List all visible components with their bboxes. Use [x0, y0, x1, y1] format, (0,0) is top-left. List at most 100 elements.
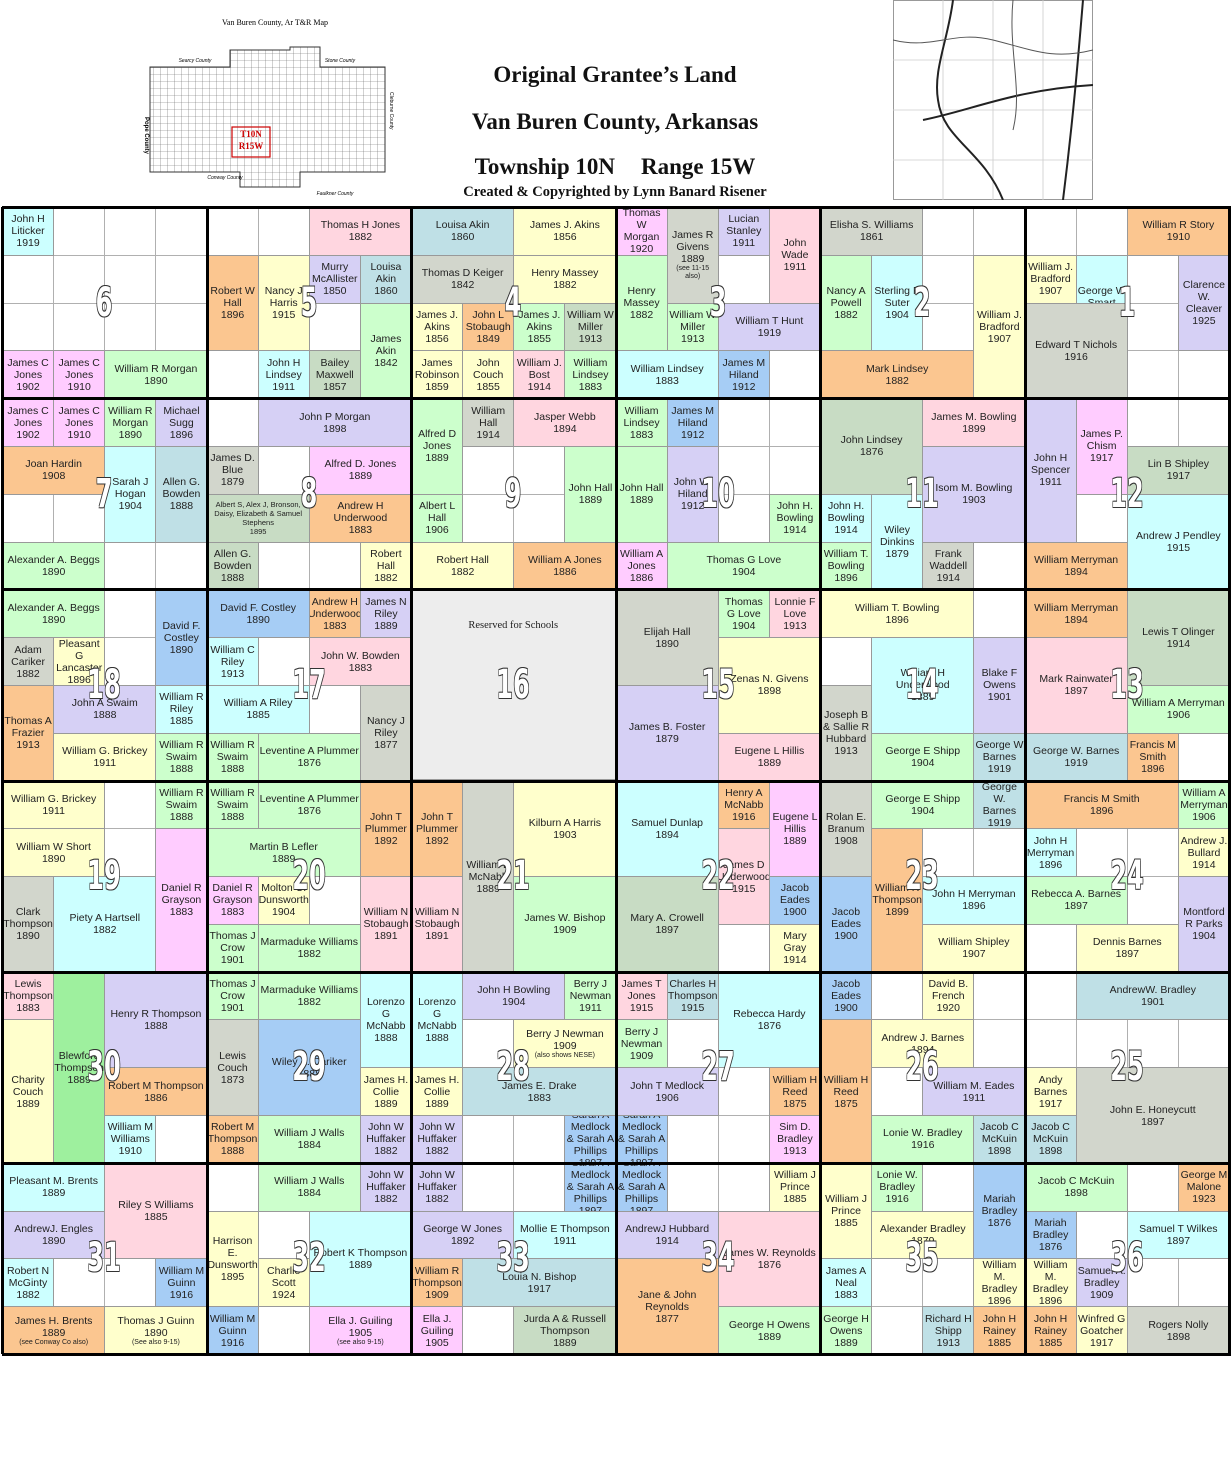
grantee-name: Francis M Smith	[1063, 792, 1140, 805]
parcel: AndrewJ Hubbard 1914	[615, 1210, 719, 1260]
grantee-name: Charlie Scott	[267, 1264, 301, 1289]
grant-year: 1901	[987, 691, 1012, 704]
parcel: Lorenzo G McNabb 1888	[411, 971, 464, 1069]
grant-year: 1914	[936, 571, 960, 584]
grantee-name: George W. Barnes	[981, 780, 1017, 817]
grant-year: 1912	[732, 380, 756, 393]
parcel: John W Huffaker 1882	[411, 1162, 464, 1212]
grantee-name: John H Merryman	[1026, 834, 1075, 859]
section-number: 11	[905, 470, 939, 517]
parcel: Lewis Thompson 1883	[2, 971, 55, 1021]
grant-year: 1910	[67, 380, 91, 393]
grantee-name: Thomas H Jones	[320, 219, 401, 232]
grant-year: 1885	[246, 709, 270, 722]
parcel: David B. French 1920	[922, 971, 975, 1021]
grantee-name: William A Merryman	[1180, 786, 1228, 811]
grant-year: 1842	[450, 279, 475, 292]
grant-year: 1888	[297, 1067, 321, 1080]
grant-year: 1916	[732, 810, 756, 823]
parcel: William A Merryman 1906	[1177, 780, 1230, 830]
grantee-name: Samuel A. Bradley	[1077, 1264, 1126, 1289]
grantee-name: Kilburn A Harris	[528, 816, 602, 829]
range: Range 15W	[641, 154, 756, 179]
grantee-name: Thomas A Frazier	[4, 715, 52, 740]
grant-year: 1877	[655, 1312, 679, 1325]
section-line	[2, 779, 1231, 783]
grantee-name: Henry Massey	[623, 285, 660, 310]
grantee-name: Andrew J. Bullard	[1180, 834, 1228, 859]
parcel: Marmaduke Williams 1882	[257, 971, 361, 1021]
grant-year: 1897	[1115, 948, 1139, 961]
grantee-name: George H Owens	[728, 1318, 810, 1331]
grant-year: 1889	[348, 1258, 373, 1271]
parcel: Thomas A Frazier 1913	[2, 684, 55, 782]
county-label: Stone County	[325, 58, 356, 64]
grantee-name: Charles H Thompson	[667, 978, 718, 1003]
parcel: James A Neal 1883	[820, 1258, 873, 1308]
grant-year: 1919	[1064, 757, 1088, 770]
grant-year: 1886	[553, 565, 577, 578]
grant-year: 1898	[987, 1145, 1012, 1158]
grant-year: 1883	[16, 1002, 40, 1015]
grantee-name: Leventine A Plummer	[259, 792, 359, 805]
grant-year: 1875	[783, 1097, 807, 1110]
grant-year: 1849	[476, 332, 500, 345]
parcel: William C Riley 1913	[206, 637, 259, 686]
grant-year: 1890	[655, 637, 679, 650]
parcel: William N Stobaugh 1891	[359, 876, 412, 973]
grantee-name: Pleasant G Lancaster	[56, 637, 103, 674]
grant-year: 1883	[655, 374, 679, 387]
grant-year: 1889	[41, 1326, 66, 1339]
county-label: Cleburne County	[388, 92, 394, 130]
parcel: William H Reed 1875	[820, 1019, 873, 1164]
parcel: Rolan E. Branum 1908	[820, 780, 873, 878]
grantee-name: James W. Reynolds	[722, 1246, 816, 1259]
grantee-name: William N Stobaugh	[414, 906, 460, 931]
grant-year: 1890	[41, 565, 66, 578]
parcel: William A Riley 1885	[206, 684, 310, 734]
parcel: Sterling P Suter 1904	[871, 254, 924, 352]
grant-year: 1883	[169, 906, 194, 919]
parcel: Jurda A & Russell Thompson 1889	[513, 1306, 617, 1355]
grant-year: 1914	[655, 1235, 679, 1248]
grant-year: 1882	[297, 996, 321, 1009]
grant-year: 1914	[783, 954, 807, 967]
parcel: Mary A. Crowell 1897	[615, 876, 719, 973]
grant-note: (see Conway Co also)	[19, 1338, 89, 1346]
grantee-name: James N Riley	[365, 595, 407, 620]
parcel: Henry Massey 1882	[615, 254, 668, 352]
grant-year: 1889	[553, 1336, 577, 1349]
grant-year: 1902	[16, 428, 40, 441]
grantee-name: John H Lindsey	[265, 356, 302, 381]
grantee-name: William J. Bradford	[976, 308, 1022, 333]
grant-year: 1904	[732, 619, 756, 632]
grantee-name: George M Malone	[1180, 1169, 1228, 1194]
grantee-name: William R Swaim	[159, 739, 204, 764]
parcel: George E Shipp 1904	[871, 732, 975, 782]
parcel: James H. Collie 1889	[411, 1067, 464, 1117]
parcel: Thomas G Love 1904	[717, 589, 770, 639]
parcel: Molton C. Dunsworth 1904	[257, 876, 310, 925]
parcel: John E. Honeycutt 1897	[1075, 1067, 1230, 1164]
grantee-name: Jacob C McKuin	[1031, 1121, 1070, 1146]
grant-year: 1911	[553, 1235, 577, 1248]
grant-year: 1875	[834, 1097, 858, 1110]
grantee-name: James J. Akins	[529, 219, 600, 232]
grant-year: 1897	[655, 924, 679, 937]
grant-year: 1904	[502, 996, 526, 1009]
parcel: William Lindsey 1883	[564, 350, 617, 400]
parcel: Nancy A Powell 1882	[820, 254, 873, 352]
section-number: 5	[300, 279, 318, 326]
parcel: William Merryman 1894	[1024, 541, 1128, 591]
parcel: Alexander A. Beggs 1890	[2, 541, 106, 591]
grant-year: 1885	[987, 1336, 1012, 1349]
grantee-name: Rebecca Hardy	[733, 1007, 806, 1020]
grant-year: 1882	[16, 1288, 40, 1301]
parcel: Lorenzo G McNabb 1888	[359, 971, 412, 1069]
parcel: Leventine A Plummer 1876	[257, 732, 361, 782]
section-line	[2, 1161, 1231, 1165]
grantee-name: Thomas J Crow	[209, 978, 256, 1003]
grant-year: 1891	[374, 930, 398, 943]
grant-year: 1909	[553, 1039, 577, 1052]
parcel: John P Morgan 1898	[257, 398, 412, 447]
